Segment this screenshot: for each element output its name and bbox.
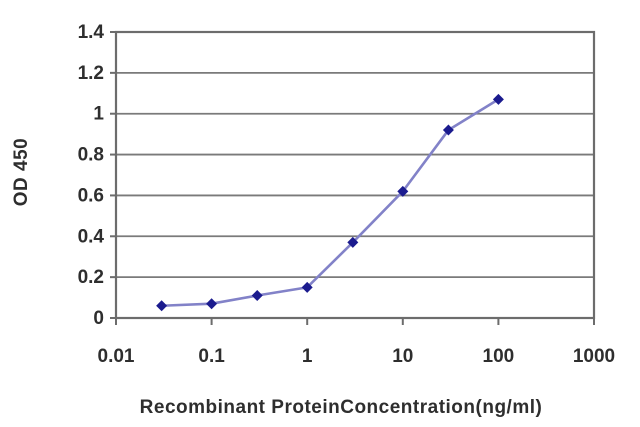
y-tick-label: 1.2 — [78, 63, 104, 84]
data-point — [442, 124, 454, 136]
x-tick-label: 0.01 — [98, 346, 135, 367]
data-point — [156, 300, 168, 312]
y-tick-label: 0.4 — [78, 226, 105, 247]
data-point — [397, 185, 409, 197]
x-tick-label: 10 — [392, 346, 413, 367]
y-tick-label: 1 — [93, 104, 104, 125]
data-point-markers — [156, 93, 504, 312]
data-point — [347, 236, 359, 248]
series-line — [160, 98, 500, 308]
series-polyline — [160, 98, 500, 308]
x-tick-labels: 0.01 0.1 1 10 100 1000 — [98, 346, 616, 367]
x-tick-label: 0.1 — [198, 346, 225, 367]
x-tick-label: 1 — [302, 346, 313, 367]
x-axis-title: Recombinant ProteinConcentration(ng/ml) — [140, 397, 543, 418]
y-gridlines — [116, 31, 594, 319]
y-tick-labels: 0 0.2 0.4 0.6 0.8 1 1.2 1.4 — [78, 22, 105, 329]
y-tick-label: 0 — [93, 308, 104, 329]
axis-tick-marks — [110, 31, 595, 325]
plot-frame — [114, 30, 596, 320]
data-point — [251, 290, 263, 302]
data-point — [301, 281, 313, 293]
x-tick-label: 1000 — [573, 346, 615, 367]
y-tick-label: 0.6 — [78, 185, 104, 206]
y-tick-label: 0.2 — [78, 267, 104, 288]
data-point — [492, 93, 504, 105]
y-tick-label: 0.8 — [78, 145, 104, 166]
y-tick-label: 1.4 — [78, 22, 105, 43]
y-axis-title: OD 450 — [11, 138, 32, 206]
plot-border — [114, 30, 596, 320]
x-tick-label: 100 — [483, 346, 515, 367]
data-point — [206, 298, 218, 310]
